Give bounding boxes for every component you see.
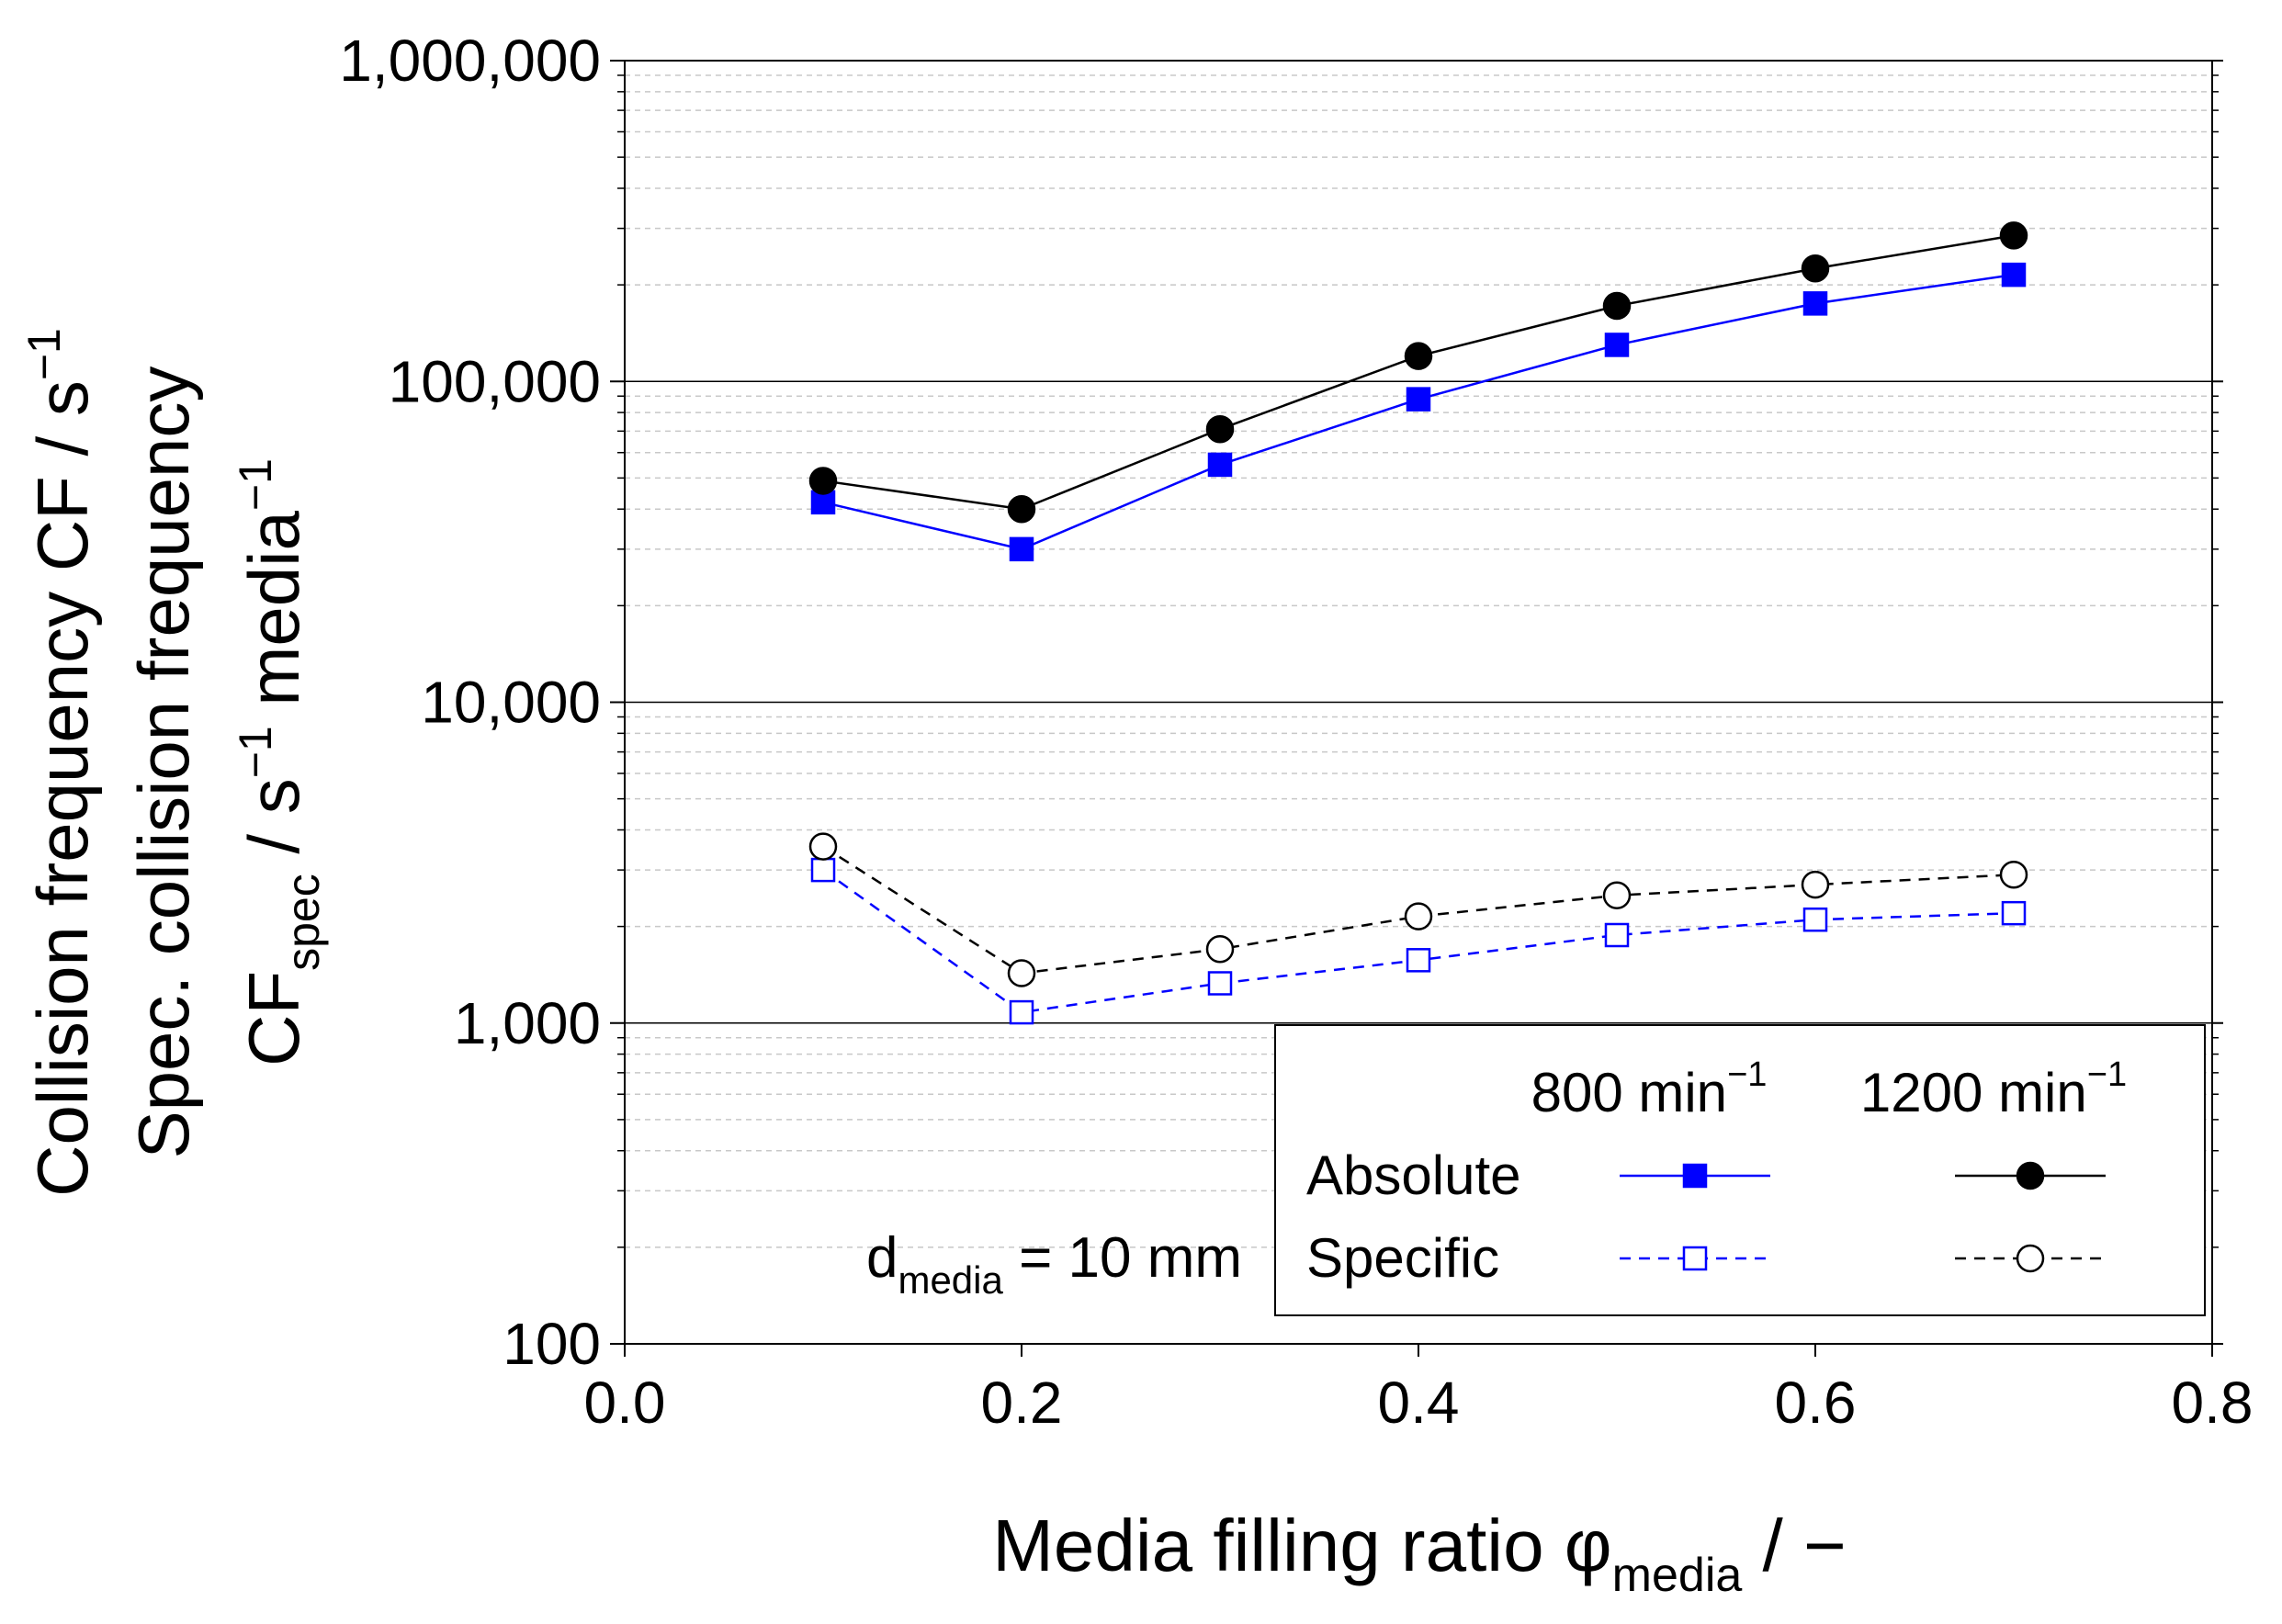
x-tick-label: 0.2 xyxy=(981,1370,1063,1436)
tick-labels: 0.0 0.2 0.4 0.6 0.8 100 1,000 10,000 100,000 1,00… xyxy=(339,28,2253,1436)
legend-samples xyxy=(1620,1161,2106,1273)
data-point xyxy=(1404,342,1433,370)
y-axis-label-line: Collision frequency CF / s−1 xyxy=(18,328,103,1197)
series xyxy=(810,262,2027,562)
data-point xyxy=(1406,387,1431,412)
series-line xyxy=(822,869,2015,1014)
data-point xyxy=(2001,262,2027,288)
data-point xyxy=(808,467,838,495)
data-point xyxy=(1604,333,1630,357)
data-point xyxy=(1604,922,1630,948)
data-point xyxy=(2016,1161,2045,1190)
y-axis-label-line: CFspec / s−1 media−1 xyxy=(230,458,329,1066)
data-point xyxy=(1009,999,1034,1025)
y-tick-label: 1,000,000 xyxy=(339,28,601,94)
series xyxy=(808,832,2028,987)
data-point xyxy=(1801,254,1830,283)
legend-box xyxy=(1274,1024,2206,1316)
data-point xyxy=(1207,452,1233,478)
x-tick-label: 0.4 xyxy=(1378,1370,1460,1436)
y-tick-label: 100,000 xyxy=(389,348,601,414)
y-tick-label: 10,000 xyxy=(421,670,601,736)
data-point xyxy=(2016,1244,2045,1273)
data-point xyxy=(1207,971,1233,996)
data-point xyxy=(1205,414,1235,444)
series-line xyxy=(822,234,2015,511)
legend-col-1200: 1200 min−1 xyxy=(1860,1055,2127,1123)
data-point xyxy=(1802,291,1828,316)
data-point xyxy=(1999,221,2028,250)
data-point xyxy=(1406,948,1431,973)
legend: 800 min−1 1200 min−1 Absolute Specific xyxy=(1274,1024,2206,1316)
legend-col-800: 800 min−1 xyxy=(1531,1055,1768,1123)
data-point xyxy=(1682,1246,1708,1271)
series-layer xyxy=(808,221,2028,1025)
axis-ticks xyxy=(610,60,2223,1357)
data-point xyxy=(1999,861,2028,889)
x-tick-label: 0.6 xyxy=(1775,1370,1857,1436)
legend-row-specific: Specific xyxy=(1306,1227,1499,1289)
data-point xyxy=(1009,536,1034,562)
x-tick-label: 0.0 xyxy=(584,1370,666,1436)
data-point xyxy=(1404,902,1433,930)
series xyxy=(808,221,2028,524)
data-point xyxy=(810,857,836,883)
x-tick-label: 0.8 xyxy=(2172,1370,2254,1436)
y-tick-label: 1,000 xyxy=(454,990,601,1056)
y-tick-label: 100 xyxy=(503,1311,601,1377)
data-point xyxy=(1007,959,1036,987)
series xyxy=(810,857,2027,1025)
media-diameter-annotation: dmedia = 10 mm xyxy=(866,1226,1242,1302)
data-point xyxy=(1801,870,1830,899)
data-point xyxy=(1682,1163,1708,1189)
y-axis-label-line: Spec. collision frequency xyxy=(123,367,204,1159)
data-point xyxy=(1602,881,1632,910)
data-point xyxy=(1602,291,1632,321)
x-axis-label: Media filling ratio φmedia / − xyxy=(992,1505,1846,1602)
major-gridlines xyxy=(625,380,2212,1024)
legend-row-absolute: Absolute xyxy=(1306,1145,1521,1206)
data-point xyxy=(1205,935,1235,964)
data-point xyxy=(2001,900,2027,926)
data-point xyxy=(1802,907,1828,932)
data-point xyxy=(808,832,838,861)
data-point xyxy=(1007,494,1036,524)
